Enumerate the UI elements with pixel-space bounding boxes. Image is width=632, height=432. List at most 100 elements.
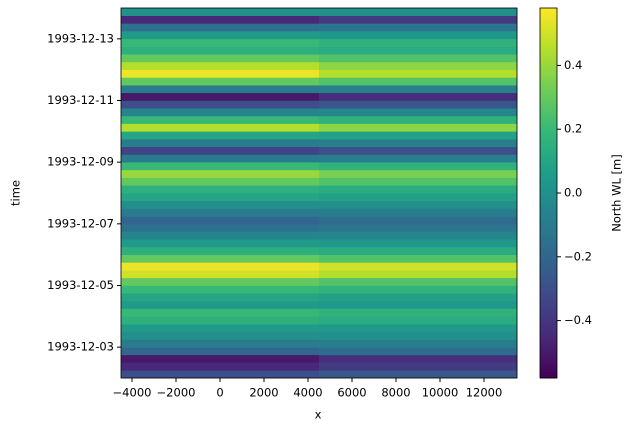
heatmap-cell [319, 115, 518, 124]
colorbar-step [540, 152, 557, 157]
colorbar-step [540, 88, 557, 92]
heatmap-cell [121, 208, 320, 217]
heatmap-cell [319, 61, 518, 70]
heatmap-cell [319, 15, 518, 24]
heatmap-cell [319, 324, 518, 333]
heatmap-cell [319, 231, 518, 240]
heatmap-cell [319, 254, 518, 263]
colorbar-step [540, 371, 557, 376]
colorbar-step [540, 331, 557, 336]
x-tick-label: 2000 [249, 386, 278, 400]
colorbar-step [540, 242, 557, 246]
heatmap-cell [121, 262, 320, 271]
colorbar-step [540, 337, 557, 342]
x-tick-label: −2000 [157, 386, 196, 400]
colorbar-step [540, 223, 557, 228]
heatmap-cell [121, 46, 320, 55]
heatmap-cell [121, 354, 320, 363]
heatmap-cell [121, 231, 320, 240]
y-tick-label: 1993-12-07 [47, 216, 114, 230]
colorbar-step [540, 313, 557, 317]
y-tick-label: 1993-12-11 [47, 93, 114, 107]
colorbar-step [540, 267, 557, 271]
heatmap-cell [121, 246, 320, 255]
colorbar-step [540, 245, 557, 249]
colorbar-step [540, 297, 557, 302]
colorbar-step [540, 325, 557, 330]
colorbar-step [540, 180, 557, 185]
x-tick-label: −4000 [113, 386, 152, 400]
colorbar-step [540, 66, 557, 71]
colorbar-step [540, 137, 557, 141]
heatmap-cell [121, 8, 320, 17]
x-tick-label: 12000 [466, 386, 503, 400]
heatmap-cell [319, 300, 518, 309]
colorbar-step [540, 202, 557, 206]
heatmap-cell [121, 293, 320, 302]
colorbar-step [540, 282, 557, 286]
colorbar-step [540, 310, 557, 314]
colorbar-step [540, 60, 557, 64]
heatmap-cell [319, 8, 518, 17]
heatmap-cell [121, 270, 320, 279]
colorbar-step [540, 29, 557, 34]
colorbar-step [540, 233, 557, 237]
colorbar-step [540, 300, 557, 305]
colorbar-step [540, 48, 557, 52]
heatmap-cell [121, 324, 320, 333]
colorbar-step [540, 17, 557, 21]
heatmap-cell [319, 162, 518, 171]
colorbar-label: North WL [m] [610, 154, 624, 231]
heatmap-cell [121, 92, 320, 101]
heatmap-cell [121, 285, 320, 294]
heatmap-cell [121, 300, 320, 309]
colorbar-step [540, 316, 557, 320]
heatmap-cell [121, 108, 320, 117]
colorbar-step [540, 140, 557, 145]
heatmap-cell [319, 77, 518, 86]
colorbar-step [540, 347, 557, 351]
colorbar-step [540, 159, 557, 163]
heatmap-cell [121, 277, 320, 286]
heatmap-cell [319, 85, 518, 94]
colorbar-step [540, 189, 557, 194]
heatmap-cell [121, 347, 320, 356]
y-tick-label: 1993-12-09 [47, 155, 114, 169]
colorbar-step [540, 294, 557, 299]
colorbar-step [540, 26, 557, 30]
colorbar-step [540, 279, 557, 283]
heatmap-cell [319, 31, 518, 40]
colorbar-tick-label: −0.4 [564, 313, 592, 327]
heatmap-cell [319, 239, 518, 248]
colorbar-step [540, 334, 557, 339]
heatmap-cell [319, 316, 518, 325]
heatmap-cell [121, 139, 320, 148]
colorbar-step [540, 97, 557, 101]
heatmap-cell [121, 54, 320, 63]
colorbar-step [540, 8, 557, 12]
colorbar-step [540, 131, 557, 135]
colorbar-step [540, 51, 557, 55]
colorbar-step [540, 11, 557, 15]
heatmap-cell [319, 308, 518, 317]
colorbar-step [540, 288, 557, 293]
colorbar-step [540, 134, 557, 138]
colorbar-step [540, 365, 557, 370]
colorbar-step [540, 226, 557, 231]
colorbar-step [540, 14, 557, 18]
heatmap-cell [319, 339, 518, 348]
heatmap-cell [319, 208, 518, 217]
heatmap-cell [319, 285, 518, 294]
heatmap-cell [319, 100, 518, 109]
heatmap-cell [319, 185, 518, 194]
colorbar-step [540, 63, 557, 67]
heatmap-cell [121, 85, 320, 94]
colorbar-step [540, 319, 557, 323]
colorbar-step [540, 356, 557, 360]
colorbar-step [540, 165, 557, 169]
colorbar-step [540, 236, 557, 240]
colorbar-step [540, 20, 557, 24]
heatmap-cell [319, 270, 518, 279]
colorbar-step [540, 196, 557, 200]
